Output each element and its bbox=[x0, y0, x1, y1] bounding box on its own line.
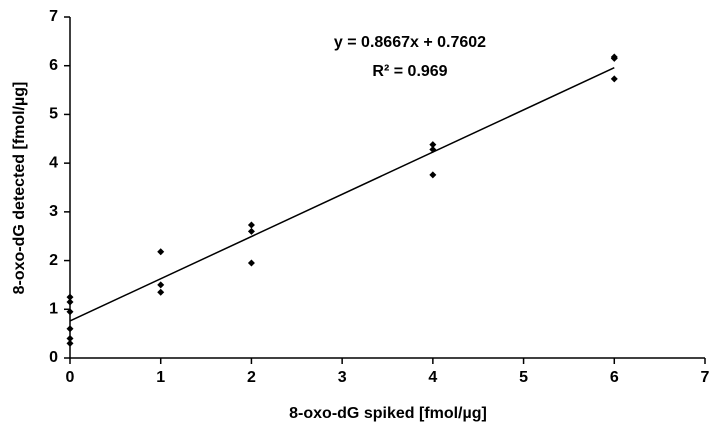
x-tick-label: 5 bbox=[519, 369, 528, 386]
x-tick-label: 3 bbox=[338, 369, 347, 386]
point bbox=[247, 221, 255, 229]
x-tick-label: 4 bbox=[428, 369, 437, 386]
y-tick-label: 3 bbox=[49, 203, 58, 220]
point bbox=[429, 171, 437, 179]
y-tick-label: 2 bbox=[49, 252, 58, 269]
point bbox=[66, 293, 74, 301]
point bbox=[66, 308, 74, 316]
point bbox=[66, 298, 74, 306]
point bbox=[247, 259, 255, 267]
y-tick-label: 4 bbox=[49, 154, 58, 171]
y-tick-label: 5 bbox=[49, 106, 58, 123]
point bbox=[66, 339, 74, 347]
y-tick-label: 6 bbox=[49, 57, 58, 74]
point bbox=[610, 75, 618, 83]
trend-equation: y = 0.8667x + 0.7602 bbox=[334, 34, 486, 51]
y-axis-label: 8-oxo-dG detected [fmol/µg] bbox=[11, 82, 28, 295]
x-tick-label: 1 bbox=[156, 369, 165, 386]
x-tick-label: 0 bbox=[66, 369, 75, 386]
x-tick-label: 6 bbox=[610, 369, 619, 386]
point bbox=[157, 288, 165, 296]
x-tick-label: 7 bbox=[701, 369, 710, 386]
x-tick-label: 2 bbox=[247, 369, 256, 386]
y-tick-label: 7 bbox=[49, 8, 58, 25]
point bbox=[157, 281, 165, 289]
point bbox=[429, 146, 437, 154]
trendline bbox=[69, 66, 615, 322]
y-tick-label: 1 bbox=[49, 301, 58, 318]
point bbox=[610, 54, 618, 62]
point bbox=[429, 141, 437, 149]
point bbox=[66, 325, 74, 333]
point bbox=[247, 227, 255, 235]
x-axis-label: 8-oxo-dG spiked [fmol/µg] bbox=[289, 405, 487, 422]
point bbox=[157, 248, 165, 256]
point bbox=[66, 335, 74, 343]
y-tick-label: 0 bbox=[49, 349, 58, 366]
r-squared: R² = 0.969 bbox=[372, 63, 447, 80]
